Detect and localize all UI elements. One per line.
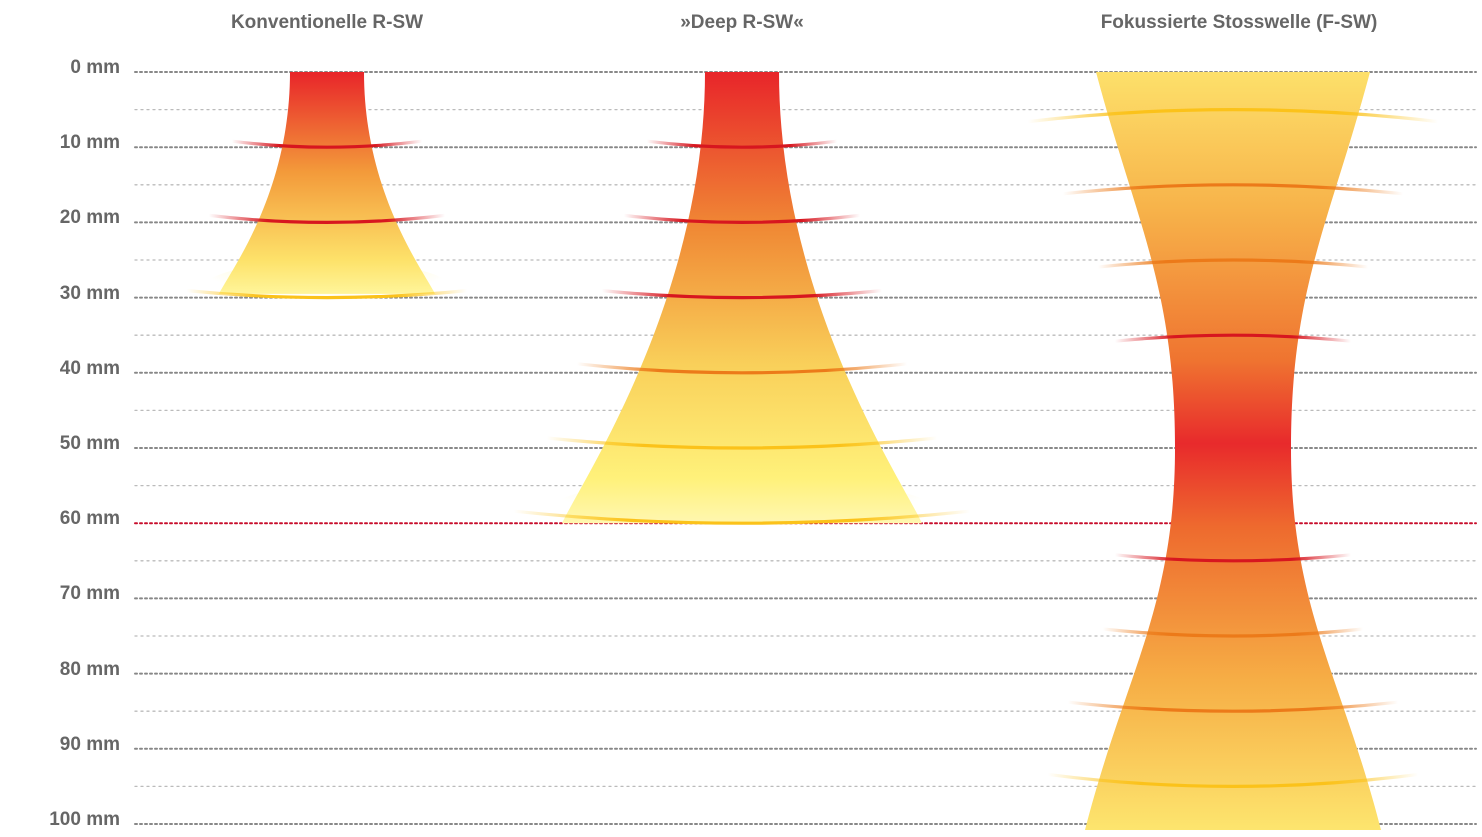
column-title-focused-sw: Fokussierte Stosswelle (F-SW)	[1100, 12, 1378, 33]
depth-label: 10 mm	[59, 132, 120, 154]
wavefront-arc	[1113, 553, 1353, 563]
wavefront-arc	[545, 436, 939, 450]
depth-label: 90 mm	[59, 733, 120, 755]
wavefront-arc	[600, 289, 884, 300]
wavefront-arc	[1113, 333, 1353, 343]
wavefront-arc	[1026, 108, 1440, 124]
wavefront-arc	[1046, 772, 1420, 788]
wavefront-arc	[645, 139, 839, 149]
column-title-conventional-rsw: Konventionelle R-SW	[230, 12, 424, 33]
wavefront-arc	[185, 289, 469, 300]
depth-label: 0 mm	[70, 57, 120, 78]
depth-label: 100 mm	[49, 809, 120, 830]
depth-label: 30 mm	[59, 282, 120, 304]
wavefront-arc	[1066, 700, 1400, 713]
wavefront-arc	[575, 362, 909, 375]
conventional-rsw-beam	[219, 72, 435, 294]
column-title-deep-rsw: »Deep R-SW«	[680, 12, 804, 33]
wavefront-arc	[1096, 258, 1370, 269]
depth-label: 50 mm	[59, 433, 120, 454]
wavefront-arc	[207, 213, 447, 224]
depth-label: 40 mm	[59, 357, 120, 379]
wavefront-arc	[512, 509, 972, 525]
depth-label: 60 mm	[59, 508, 120, 530]
depth-label: 70 mm	[59, 583, 120, 605]
depth-label: 20 mm	[59, 207, 120, 229]
wavefronts	[185, 108, 1440, 788]
wavefront-arc	[1061, 183, 1405, 196]
wavefront-arc	[622, 213, 862, 224]
depth-label: 80 mm	[59, 658, 120, 680]
wavefront-arc	[1101, 627, 1365, 638]
wavefront-arc	[230, 139, 424, 149]
